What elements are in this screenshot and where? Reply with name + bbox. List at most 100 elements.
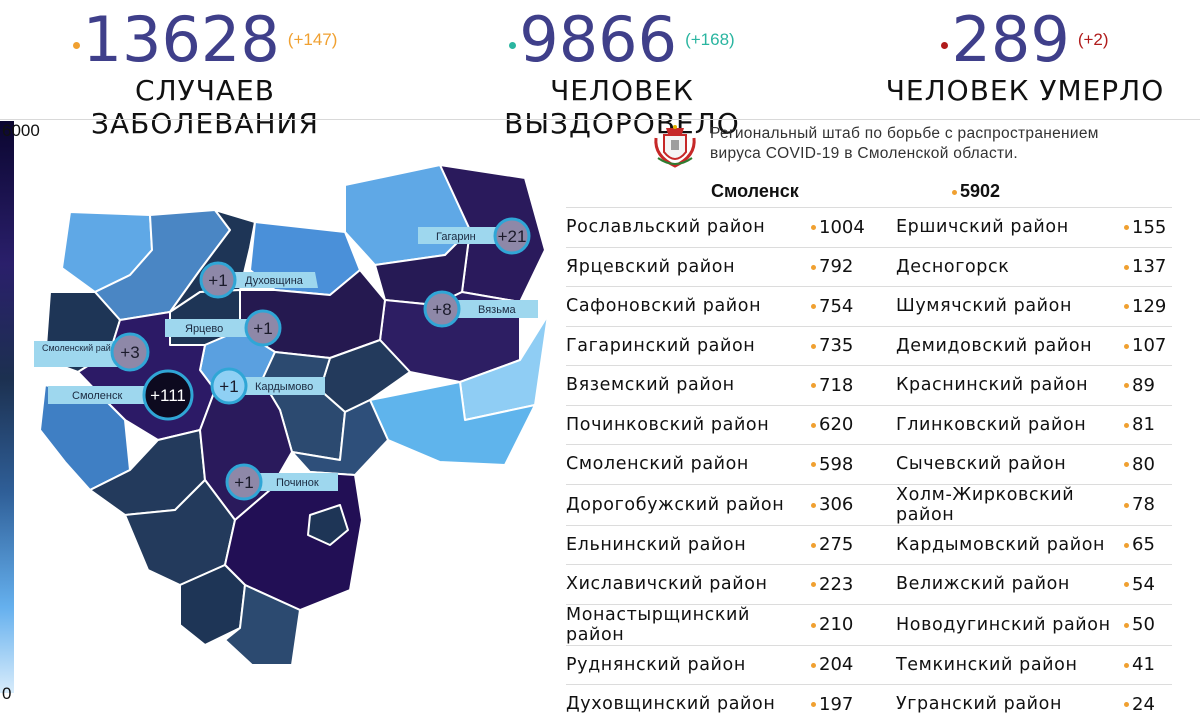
- value-dot: [1124, 422, 1129, 428]
- district-left-name: Рославльский район: [566, 207, 811, 247]
- district-right-name: Краснинский район: [896, 365, 1124, 405]
- recovered-dot: [509, 42, 517, 49]
- district-left-value: 223: [811, 564, 896, 604]
- district-right-value: 137: [1124, 246, 1172, 287]
- marker-smolensk-rayon-label: Смоленский район: [42, 343, 121, 353]
- district-left-value: 197: [811, 684, 896, 724]
- city-value: 5902: [952, 181, 1000, 202]
- district-right-name: Угранский район: [896, 684, 1124, 724]
- table-row: Сафоновский район 754 Шумячский район 129: [566, 286, 1172, 326]
- marker-dukhovshchina-tag: [225, 272, 318, 288]
- hq-line2: вируса COVID-19 в Смоленской области.: [710, 145, 1018, 162]
- deaths-delta: (+2): [1077, 30, 1109, 49]
- marker-smolensk-rayon-tag: [34, 341, 120, 367]
- value-dot: [811, 304, 816, 310]
- district-right-value: 41: [1124, 644, 1172, 685]
- district-left-value: 210: [811, 603, 896, 645]
- value-dot: [811, 582, 816, 588]
- value-dot: [1124, 462, 1129, 468]
- district-left-value: 735: [811, 325, 896, 366]
- district-left-value: 754: [811, 286, 896, 326]
- table-row: Монастырщинский район 210 Новодугинский ра…: [566, 603, 1172, 645]
- cases-caption: СЛУЧАЕВ ЗАБОЛЕВАНИЯ: [91, 74, 319, 140]
- district-right-name: Кардымовский район: [896, 524, 1124, 565]
- value-dot: [1124, 304, 1129, 310]
- district-right-value: 65: [1124, 524, 1172, 565]
- district-left-name: Гагаринский район: [566, 325, 811, 366]
- district-left-value: 306: [811, 483, 896, 525]
- color-scale: [0, 121, 14, 693]
- city-name: Смоленск: [711, 181, 799, 201]
- value-dot: [811, 422, 816, 428]
- value-dot: [811, 662, 816, 668]
- header-divider: [0, 119, 1200, 120]
- district-right-value: 129: [1124, 286, 1172, 326]
- table-row: Духовщинский район 197 Угранский район 24: [566, 684, 1172, 724]
- deaths-caption: ЧЕЛОВЕК УМЕРЛО: [885, 74, 1165, 107]
- value-dot: [811, 462, 816, 468]
- deaths-dot: [941, 42, 949, 49]
- marker-kardymovo-delta: +1: [219, 377, 238, 396]
- marker-gagarin-label: Гагарин: [436, 231, 476, 243]
- district-left-name: Духовщинский район: [566, 684, 811, 724]
- district-right-value: 107: [1124, 325, 1172, 366]
- district-desnogorsk: [307, 504, 349, 546]
- table-row: Вяземский район 718 Краснинский район 89: [566, 365, 1172, 405]
- district-left-name: Руднянский район: [566, 644, 811, 685]
- district-left-name: Сафоновский район: [566, 286, 811, 326]
- district-right-name: Новодугинский район: [896, 603, 1124, 645]
- marker-dukhovshchina-label: Духовщина: [245, 275, 304, 287]
- district-left-name: Монастырщинский район: [566, 603, 811, 645]
- district-right-name: Сычевский район: [896, 444, 1124, 484]
- value-dot: [811, 225, 816, 231]
- district-right-value: 89: [1124, 365, 1172, 405]
- district-right-name: Велижский район: [896, 564, 1124, 604]
- marker-smolensk-label: Смоленск: [72, 390, 122, 402]
- district-right-value: 81: [1124, 404, 1172, 445]
- marker-gagarin-tag: [418, 227, 505, 244]
- region-map: Гагарин +21 Духовщина +1 Вязьма +8 Ярцев…: [34, 164, 549, 666]
- cases-stat: 13628 (+147) СЛУЧАЕВ ЗАБОЛЕВАНИЯ: [20, 4, 390, 140]
- hq-line1: Региональный штаб по борьбе с распростра…: [710, 125, 1099, 142]
- coat-of-arms-icon: [654, 125, 696, 168]
- marker-kardymovo-tag: [235, 377, 325, 395]
- table-row: Дорогобужский район 306 Холм-Жирковский ра…: [566, 483, 1172, 525]
- marker-kardymovo-circle: [210, 367, 248, 405]
- value-dot: [811, 542, 816, 548]
- district-ugra: [369, 381, 536, 466]
- value-dot: [811, 343, 816, 349]
- marker-pochinok-tag: [255, 473, 338, 491]
- deaths-value: 289: [951, 3, 1070, 76]
- table-row: Ярцевский район 792 Десногорск 137: [566, 246, 1172, 287]
- recovered-caption: ЧЕЛОВЕК ВЫЗДОРОВЕЛО: [504, 74, 740, 140]
- marker-yartsevo-delta: +1: [253, 319, 272, 338]
- value-dot: [811, 622, 816, 628]
- value-dot: [811, 702, 816, 708]
- district-left-name: Хиславичский район: [566, 564, 811, 604]
- marker-gagarin-delta: +21: [498, 227, 527, 246]
- table-row: Руднянский район 204 Темкинский район 41: [566, 644, 1172, 685]
- district-left-name: Смоленский район: [566, 444, 811, 484]
- district-left-value: 598: [811, 444, 896, 484]
- hq-header: Региональный штаб по борьбе с распростра…: [652, 124, 1099, 168]
- cases-dot: [72, 42, 80, 49]
- value-dot: [811, 502, 816, 508]
- value-dot: [811, 383, 816, 389]
- district-left-name: Дорогобужский район: [566, 483, 811, 525]
- marker-smolensk-rayon-delta: +3: [120, 343, 139, 362]
- district-right-name: Десногорск: [896, 246, 1124, 287]
- district-right-name: Холм-Жирковский район: [896, 483, 1124, 525]
- cases-delta: (+147): [287, 30, 338, 49]
- district-left-name: Ярцевский район: [566, 246, 811, 287]
- value-dot: [1124, 225, 1129, 231]
- district-left-value: 620: [811, 404, 896, 445]
- table-row: Смоленский район 598 Сычевский район 80: [566, 444, 1172, 484]
- marker-smolensk-circle: [142, 369, 194, 421]
- city-dot: [952, 189, 957, 195]
- district-right-value: 78: [1124, 483, 1172, 525]
- recovered-value: 9866: [519, 3, 678, 76]
- district-left-name: Ельнинский район: [566, 524, 811, 565]
- marker-dukhovshchina-delta: +1: [208, 271, 227, 290]
- district-left-value: 275: [811, 524, 896, 565]
- district-right-value: 50: [1124, 603, 1172, 645]
